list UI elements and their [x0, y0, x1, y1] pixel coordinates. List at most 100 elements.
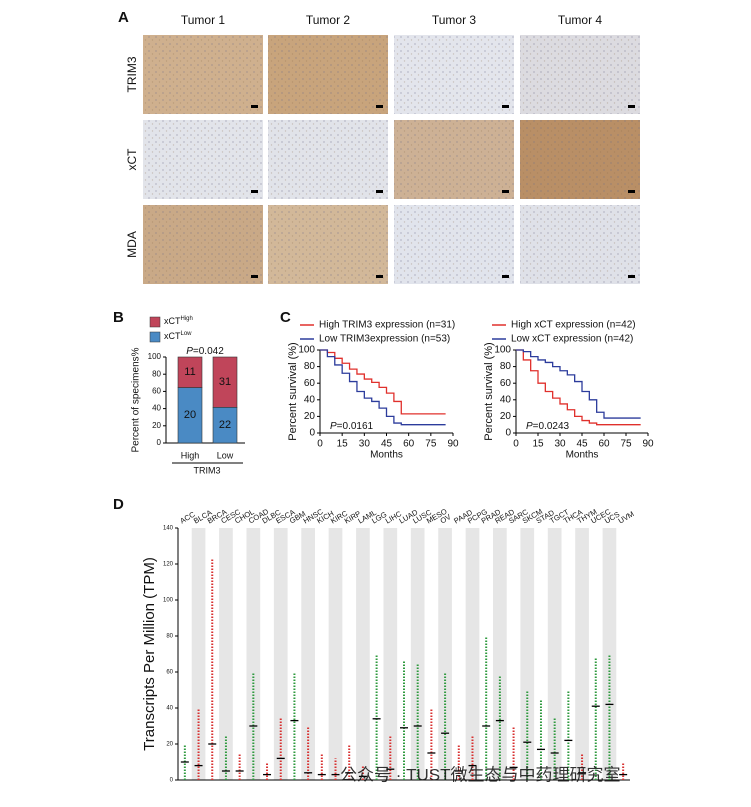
micrograph-texture — [394, 35, 514, 114]
column-shade — [465, 528, 480, 780]
scale-bar — [376, 105, 383, 108]
legend-swatch — [149, 331, 161, 343]
x-tick-label: 45 — [381, 439, 393, 450]
y-tick-label: 100 — [148, 352, 162, 361]
survival-curve — [320, 349, 446, 426]
column-shade — [602, 528, 617, 780]
y-axis-label: Percent of specimens% — [131, 347, 142, 452]
annotation: P=0.042 — [186, 346, 224, 357]
bar-segment — [212, 356, 238, 408]
survival-curve — [516, 349, 641, 419]
bar-segment — [177, 387, 203, 444]
y-tick-label: 40 — [166, 706, 173, 712]
annotation-p: P — [186, 346, 193, 357]
y-tick-label: 0 — [505, 428, 511, 439]
legend-name: xCT — [164, 316, 181, 326]
scale-bar — [502, 190, 509, 193]
bar-label: 22 — [219, 419, 231, 431]
legend-label: High xCT expression (n=42) — [511, 320, 636, 331]
y-tick-label: 40 — [304, 394, 316, 405]
y-tick-label: 20 — [152, 421, 161, 430]
row-label: TRIM3 — [125, 56, 139, 92]
y-tick-label: 60 — [304, 378, 316, 389]
bar-label: 31 — [219, 376, 231, 388]
x-tick-label: 60 — [403, 439, 415, 450]
legend-label: High TRIM3 expression (n=31) — [319, 320, 455, 331]
legend-swatch — [149, 316, 161, 328]
micrograph-texture — [520, 120, 640, 199]
bar-label: 20 — [184, 409, 196, 421]
column-header: Tumor 1 — [181, 13, 226, 27]
x-tick-label: 30 — [359, 439, 371, 450]
x-tick-label: 30 — [554, 439, 566, 450]
y-axis-label: Transcripts Per Million (TPM) — [141, 557, 158, 751]
bar-segment — [212, 407, 238, 444]
y-tick-label: 60 — [152, 387, 161, 396]
column-header: Tumor 3 — [432, 13, 477, 27]
annotation-p: P — [330, 421, 337, 432]
x-tick-label: 0 — [513, 439, 519, 450]
scale-bar — [251, 190, 258, 193]
annotation-value: =0.042 — [193, 346, 224, 357]
annotation-value: =0.0161 — [337, 421, 374, 432]
x-tick-label: 75 — [425, 439, 437, 450]
y-tick-label: 20 — [166, 742, 173, 748]
column-shade — [520, 528, 535, 780]
x-tick-label: 45 — [576, 439, 588, 450]
y-axis-label: Percent survival (%) — [483, 342, 495, 440]
x-tick-label: 15 — [337, 439, 349, 450]
scale-bar — [628, 190, 635, 193]
column-shade — [547, 528, 562, 780]
y-tick-label: 100 — [298, 345, 315, 356]
y-tick-label: 40 — [152, 404, 161, 413]
scale-bar — [502, 105, 509, 108]
y-tick-label: 20 — [304, 411, 316, 422]
panel-label: C — [280, 309, 291, 326]
micrograph-texture — [143, 120, 263, 199]
column-shade — [328, 528, 343, 780]
annotation-value: =0.0243 — [533, 421, 570, 432]
panel-label: B — [113, 309, 124, 326]
y-tick-label: 40 — [500, 394, 512, 405]
x-tick-label: 60 — [598, 439, 610, 450]
y-tick-label: 80 — [500, 361, 512, 372]
scale-bar — [628, 105, 635, 108]
column-shade — [438, 528, 452, 780]
y-tick-label: 60 — [166, 670, 173, 676]
y-tick-label: 80 — [304, 361, 316, 372]
legend-label: Low TRIM3expression (n=53) — [319, 334, 450, 345]
scale-bar — [251, 105, 258, 108]
bar-segment — [177, 356, 203, 388]
column-shade — [191, 528, 206, 780]
annotation: P=0.0243 — [526, 421, 570, 432]
y-tick-label: 100 — [163, 598, 174, 604]
y-tick-label: 20 — [500, 411, 512, 422]
scale-bar — [502, 275, 509, 278]
column-shade — [301, 528, 315, 780]
legend-name: xCT — [164, 331, 181, 341]
micrograph-texture — [143, 35, 263, 114]
column-header: Tumor 4 — [558, 13, 603, 27]
micrograph-texture — [394, 205, 514, 284]
x-tick-label: 90 — [447, 439, 459, 450]
y-tick-label: 0 — [157, 438, 162, 447]
legend-label: xCTLow — [164, 331, 192, 342]
micrograph-texture — [520, 35, 640, 114]
row-label: xCT — [125, 148, 139, 171]
column-shade — [575, 528, 589, 780]
y-tick-label: 0 — [170, 778, 174, 784]
micrograph-texture — [268, 120, 388, 199]
x-tick-label: Low — [217, 450, 234, 460]
y-tick-label: 120 — [163, 562, 174, 568]
micrograph-texture — [268, 205, 388, 284]
column-shade — [219, 528, 233, 780]
micrograph-texture — [143, 205, 263, 284]
scale-bar — [251, 275, 258, 278]
annotation: P=0.0161 — [330, 421, 374, 432]
x-tick-label: 15 — [532, 439, 544, 450]
column-shade — [383, 528, 398, 780]
watermark: 公众号 · TUST微生态与中药理研究室 — [340, 765, 621, 784]
survival-curve — [516, 349, 641, 426]
column-shade — [410, 528, 425, 780]
micrograph-texture — [268, 35, 388, 114]
